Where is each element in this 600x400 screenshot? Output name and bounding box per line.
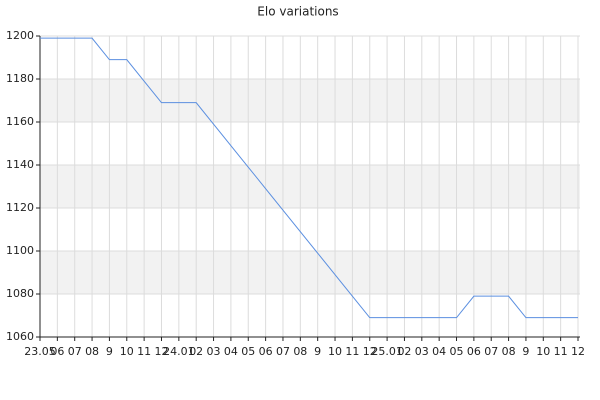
x-tick-label: 08 [85, 345, 99, 358]
x-tick-label: 07 [276, 345, 290, 358]
grid-band [40, 79, 580, 122]
x-tick-label: 06 [50, 345, 64, 358]
x-tick-label: 05 [241, 345, 255, 358]
x-tick-label: 11 [345, 345, 359, 358]
x-tick-label: 08 [293, 345, 307, 358]
x-tick-label: 12 [363, 345, 377, 358]
x-tick-label: 05 [450, 345, 464, 358]
y-tick-label: 1120 [6, 201, 34, 214]
y-tick-label: 1160 [6, 115, 34, 128]
x-tick-label: 04 [432, 345, 446, 358]
x-tick-label: 23.05 [24, 345, 56, 358]
x-tick-label: 9 [522, 345, 529, 358]
y-tick-label: 1200 [6, 29, 34, 42]
x-tick-label: 11 [137, 345, 151, 358]
x-tick-label: 08 [502, 345, 516, 358]
y-tick-label: 1080 [6, 287, 34, 300]
y-tick-label: 1100 [6, 244, 34, 257]
x-tick-label: 02 [189, 345, 203, 358]
x-tick-label: 02 [397, 345, 411, 358]
x-tick-label: 10 [328, 345, 342, 358]
x-tick-label: 03 [415, 345, 429, 358]
chart-title: Elo variations [257, 5, 338, 19]
x-tick-label: 25.01 [371, 345, 403, 358]
y-tick-label: 1060 [6, 330, 34, 343]
x-tick-label: 24.01 [163, 345, 195, 358]
x-tick-label: 04 [224, 345, 238, 358]
x-tick-label: 07 [484, 345, 498, 358]
x-tick-label: 03 [207, 345, 221, 358]
x-tick-label: 11 [554, 345, 568, 358]
x-tick-label: 07 [68, 345, 82, 358]
x-tick-label: 06 [467, 345, 481, 358]
grid-band [40, 251, 580, 294]
y-tick-label: 1180 [6, 72, 34, 85]
grid-band [40, 165, 580, 208]
y-tick-label: 1140 [6, 158, 34, 171]
elo-line [40, 37, 578, 319]
x-tick-label: 06 [259, 345, 273, 358]
x-tick-label: 9 [106, 345, 113, 358]
x-tick-label: 12 [154, 345, 168, 358]
x-tick-label: 10 [536, 345, 550, 358]
x-tick-label: 10 [120, 345, 134, 358]
x-tick-label: 12 [571, 345, 585, 358]
x-tick-label: 9 [314, 345, 321, 358]
